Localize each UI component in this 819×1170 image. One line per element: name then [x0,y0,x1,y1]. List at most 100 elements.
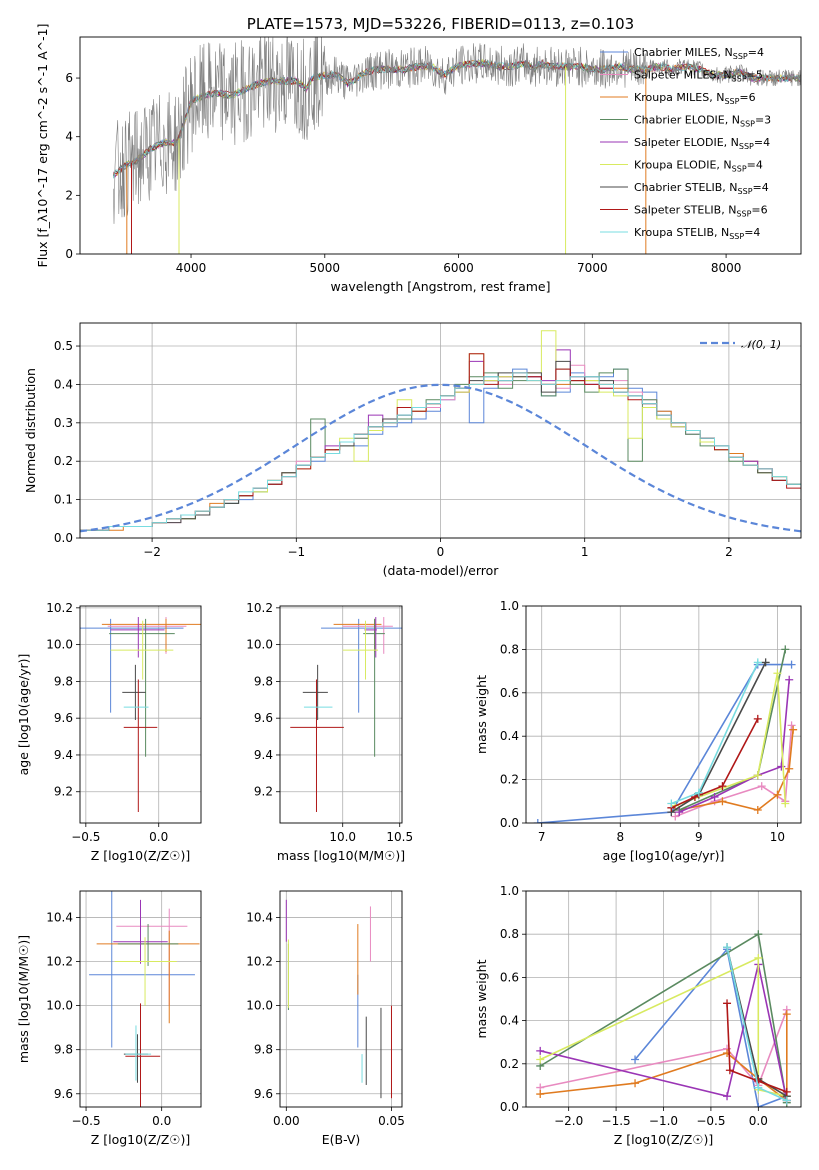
mass-weight-marker [787,721,796,730]
y-tick-label: 0.0 [54,531,73,545]
mass-weight-marker [773,790,782,799]
legend-label-main: Kroupa STELIB, N [634,226,729,239]
mass-weight-marker [533,819,542,823]
mass-weight-marker [753,771,762,780]
mass-weight-marker [710,792,719,801]
y-tick-label: 9.2 [254,785,273,799]
mass-weight-vs-age-panel: 7 8 9 10 0.0 0.2 0.4 0.6 0.8 1.0 age [log10(age/yr… [474,599,802,863]
legend-label-subscript: SSP [732,165,747,174]
x-tick-label: 0.0 [749,1114,768,1128]
legend-label-main: Salpeter ELODIE, N [634,136,739,149]
y-tick-label: 2 [65,188,73,202]
y-tick-label: 0.6 [500,970,519,984]
legend-label: Kroupa ELODIE, NSSP=4 [634,159,763,174]
mass-weight-marker [536,1090,545,1099]
mass-weight-line [540,1009,788,1089]
axes-frame [79,890,202,1108]
x-axis-label: Z [log10(Z/Z☉)] [614,1132,714,1147]
plot-area [290,617,402,812]
x-tick-label: 8000 [711,261,742,275]
x-axis-label: Z [log10(Z/Z☉)] [91,848,191,863]
y-axis-label: mass weight [474,959,489,1038]
mass-weight-marker [753,658,762,667]
y-axis-label: age [log10(age/yr)] [16,654,31,776]
mass-weight-marker [757,782,766,791]
y-axis-label: mass [log10(M/M☉)] [16,935,31,1063]
histogram-step-line [80,368,801,531]
x-tick-label: 7 [538,830,546,844]
legend-label: Chabrier ELODIE, NSSP=3 [634,114,771,129]
legend-label-subscript: SSP [740,120,755,129]
axes-frame [279,605,403,824]
residual-histogram-panel: −2 −1 0 1 2 0.0 0.1 0.2 0.3 0.4 0.5 (data-model)/er… [23,322,802,578]
mass-weight-marker [781,799,790,808]
mass-weight-marker [753,714,762,723]
legend-label-subscript: SSP [724,97,739,106]
grid-lines [526,605,801,824]
axes-frame [79,605,202,824]
mass-weight-marker [675,808,684,817]
plot-area [533,645,798,823]
y-tick-label: 0.4 [54,377,73,391]
observed-spectrum-line [113,37,801,224]
y-tick-label: 0.5 [54,339,73,353]
legend-label-subscript: SSP [733,52,748,61]
x-tick-label: 0.00 [273,1114,300,1128]
plot-area [80,617,201,812]
mass-weight-line [539,956,787,1097]
histogram-step-line [80,353,801,531]
mass-weight-marker [785,764,794,773]
x-tick-label: 8 [616,830,624,844]
legend-label-main: Kroupa ELODIE, N [634,159,732,172]
mass-weight-marker [782,1087,791,1096]
legend-label: Chabrier MILES, NSSP=4 [634,46,764,61]
mass-weight-marker [725,1066,734,1075]
y-tick-label: 10.4 [246,910,273,924]
mass-vs-extinction-panel: 0.00 0.05 9.6 9.8 10.0 10.2 10.4 E(B-V) [246,890,405,1147]
legend-label-main: Chabrier ELODIE, N [634,114,740,127]
y-tick-label: 0.2 [500,773,519,787]
axes-frame [525,890,802,1108]
legend-label-tail: =4 [753,181,769,194]
y-tick-label: 0.3 [54,416,73,430]
legend-label: Kroupa STELIB, NSSP=4 [634,226,760,241]
y-tick-label: 4 [65,130,73,144]
x-tick-label: −0.5 [71,830,100,844]
y-tick-label: 10.2 [46,955,73,969]
mass-weight-marker [671,812,680,821]
x-tick-label: −2.0 [554,1114,583,1128]
y-tick-label: 9.8 [54,674,73,688]
histogram-step-line [80,368,801,531]
legend-label-tail: =6 [751,204,767,217]
y-tick-label: 6 [65,71,73,85]
y-tick-label: 0.0 [500,1100,519,1114]
y-tick-label: 10.2 [46,601,73,615]
mass-weight-marker [773,669,782,678]
x-tick-label: 5000 [310,261,341,275]
mass-weight-marker [787,660,796,669]
y-tick-label: 0.4 [500,729,519,743]
legend-label-tail: =4 [744,226,760,239]
mass-weight-line [537,663,792,823]
x-tick-label: 10.0 [329,830,356,844]
x-tick-label: 0 [437,545,445,559]
legend: 𝒩(0, 1) [700,338,781,351]
y-tick-label: 0.0 [500,816,519,830]
legend-label-tail: =5 [747,69,763,82]
y-tick-label: 0.8 [500,927,519,941]
x-tick-label: −0.5 [696,1114,725,1128]
legend-label-tail: =6 [739,91,755,104]
mass-weight-marker [785,675,794,684]
legend-label: Chabrier STELIB, NSSP=4 [634,181,769,196]
y-tick-label: 10.2 [246,955,273,969]
x-tick-label: −1.0 [649,1114,678,1128]
mass-weight-marker [754,930,763,939]
x-tick-label: −2 [143,545,161,559]
mass-weight-vs-metallicity-panel: −2.0 −1.5 −1.0 −0.5 0.0 0.0 0.2 0.4 0.6 0.8 1.0 Z [… [474,884,802,1147]
axes-frame [525,605,802,824]
legend-label-subscript: SSP [736,210,751,219]
mass-weight-marker [631,1079,640,1088]
y-tick-label: 9.2 [54,785,73,799]
plot-area [113,37,801,254]
